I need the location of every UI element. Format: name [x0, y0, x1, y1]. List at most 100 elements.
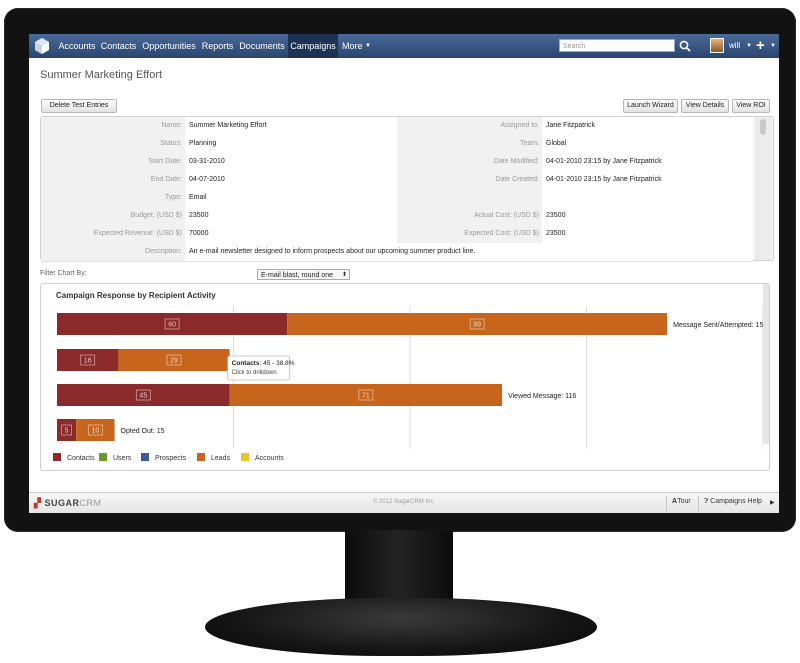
field-label: Budget: (USD $): [41, 207, 185, 225]
data-label-box: [166, 354, 182, 366]
field-value[interactable]: Planning: [185, 135, 397, 153]
bar-segment[interactable]: [76, 419, 115, 441]
select-arrows-icon: ⬍: [341, 272, 347, 278]
chart-title: Campaign Response by Recipient Activity: [56, 291, 216, 300]
nav-opportunities[interactable]: Opportunities: [142, 41, 196, 51]
field-label: End Date:: [41, 171, 185, 189]
detail-row: Budget: (USD $) 23500 Actual Cost: (USD $)…: [41, 207, 753, 226]
field-value[interactable]: 70000: [185, 225, 397, 243]
field-value[interactable]: 04-01-2010 23:15 by Jane Fitzpatrick: [542, 153, 753, 171]
tooltip-text: Contacts: 45 - 38.8%: [232, 360, 295, 367]
nav-contacts[interactable]: Contacts: [100, 41, 137, 51]
field-value[interactable]: Summer Marketing Effort: [185, 117, 397, 135]
field-label: Type:: [41, 189, 185, 207]
detail-scroll-thumb[interactable]: [760, 119, 766, 135]
brand-crm: CRM: [79, 498, 102, 508]
legend-swatch[interactable]: [241, 453, 249, 461]
bar-segment[interactable]: [229, 384, 503, 406]
tooltip-subtext: Click to drilldown: [232, 370, 277, 376]
legend-label: Prospects: [155, 455, 187, 462]
nav-reports[interactable]: Reports: [201, 41, 234, 51]
field-value[interactable]: [542, 189, 753, 207]
nav-documents[interactable]: Documents: [239, 41, 285, 51]
legend-swatch[interactable]: [99, 453, 107, 461]
filter-chart-select[interactable]: E-mail blast, round one ⬍: [257, 269, 350, 280]
field-label: Name:: [41, 117, 185, 135]
data-label: 29: [170, 358, 178, 365]
legend-swatch[interactable]: [141, 453, 149, 461]
category-label: Opted Out: 15: [121, 428, 165, 435]
field-value[interactable]: Jane Fitzpatrick: [542, 117, 753, 135]
top-navigation-bar: Accounts Contacts Opportunities Reports …: [29, 34, 779, 58]
search-input[interactable]: Search: [559, 39, 675, 52]
nav-more-caret-icon[interactable]: ▼: [365, 43, 371, 49]
quick-create-plus-icon[interactable]: +: [756, 37, 765, 54]
detail-row-description: Description: An e-mail newsletter designe…: [41, 243, 753, 262]
bar-segment[interactable]: [287, 313, 668, 335]
sugarcrm-mark-icon: ▞: [34, 498, 42, 508]
campaigns-help-link[interactable]: ❓︎ Campaigns Help: [704, 498, 762, 506]
detail-row: Start Date: 03-31-2010 Date Modified: 04-01…: [41, 153, 753, 172]
page-title: Summer Marketing Effort: [40, 69, 163, 81]
field-label: Expected Cost: (USD $): [397, 225, 542, 243]
field-value[interactable]: 23500: [542, 207, 753, 225]
view-details-button[interactable]: View Details: [681, 99, 729, 113]
delete-test-entries-button[interactable]: Delete Test Entries: [41, 99, 117, 113]
brand-sugar: SUGAR: [44, 498, 80, 508]
nav-campaigns[interactable]: Campaigns: [288, 34, 338, 58]
campaigns-help-label: Campaigns Help: [710, 498, 762, 505]
data-label-box: [61, 424, 72, 436]
detail-row: Expected Revenue: (USD $) 70000 Expected C…: [41, 225, 753, 244]
legend-swatch[interactable]: [197, 453, 205, 461]
field-label: Date Modified:: [397, 153, 542, 171]
help-icon: ❓︎: [704, 498, 709, 505]
data-label: 60: [168, 322, 176, 329]
app-screen: Accounts Contacts Opportunities Reports …: [29, 34, 779, 513]
bar-segment[interactable]: [57, 313, 288, 335]
detail-row: End Date: 04-07-2010 Date Created: 04-01-20…: [41, 171, 753, 190]
sugarcube-logo-icon[interactable]: [32, 36, 52, 56]
nav-more[interactable]: More: [342, 41, 363, 51]
filter-chart-selected-value: E-mail blast, round one: [261, 272, 333, 279]
footer-bar: ▞ SUGARCRM © 2012 SugarCRM Inc. ATour ❓︎…: [29, 492, 779, 513]
bar-segment[interactable]: [57, 419, 77, 441]
field-value[interactable]: Global: [542, 135, 753, 153]
user-name[interactable]: will: [729, 41, 741, 50]
legend-swatch[interactable]: [53, 453, 61, 461]
campaign-detail-panel: Name: Summer Marketing Effort Assigned to:…: [40, 116, 774, 262]
detail-row: Name: Summer Marketing Effort Assigned to:…: [41, 117, 753, 136]
user-menu-caret-icon[interactable]: ▼: [746, 43, 752, 49]
user-avatar[interactable]: [710, 38, 724, 53]
field-label: Date Created:: [397, 171, 542, 189]
chart-scrollbar[interactable]: [763, 284, 769, 444]
monitor-bezel: Accounts Contacts Opportunities Reports …: [4, 8, 796, 532]
field-label: Description:: [41, 243, 185, 261]
quick-create-caret-icon[interactable]: ▼: [770, 43, 776, 49]
field-value[interactable]: Email: [185, 189, 397, 207]
bar-segment[interactable]: [57, 349, 119, 371]
search-icon[interactable]: [678, 39, 692, 53]
launch-wizard-button[interactable]: Launch Wizard: [623, 99, 678, 113]
view-roi-button[interactable]: View ROI: [732, 99, 770, 113]
legend-label: Leads: [211, 455, 231, 462]
field-value[interactable]: 04-07-2010: [185, 171, 397, 189]
help-caret-icon[interactable]: ▶: [770, 500, 775, 506]
nav-accounts[interactable]: Accounts: [58, 41, 96, 51]
tour-link[interactable]: ATour: [672, 498, 691, 505]
field-value[interactable]: 04-01-2010 23:15 by Jane Fitzpatrick: [542, 171, 753, 189]
field-value[interactable]: 23500: [185, 207, 397, 225]
field-value[interactable]: 23500: [542, 225, 753, 243]
copyright-text: © 2012 SugarCRM Inc.: [372, 499, 436, 505]
sugarcrm-logo: ▞ SUGARCRM: [34, 498, 101, 509]
detail-row: Type: Email: [41, 189, 753, 208]
detail-scrollbar[interactable]: [755, 117, 771, 260]
category-label: Viewed Message: 116: [508, 393, 576, 400]
description-value[interactable]: An e-mail newsletter designed to inform …: [185, 243, 753, 261]
bar-segment[interactable]: [118, 349, 230, 371]
field-value[interactable]: 03-31-2010: [185, 153, 397, 171]
monitor-stand: [205, 598, 597, 656]
data-label-box: [358, 389, 374, 401]
field-label: Assigned to:: [397, 117, 542, 135]
tour-label: Tour: [677, 498, 691, 505]
bar-segment[interactable]: [57, 384, 230, 406]
